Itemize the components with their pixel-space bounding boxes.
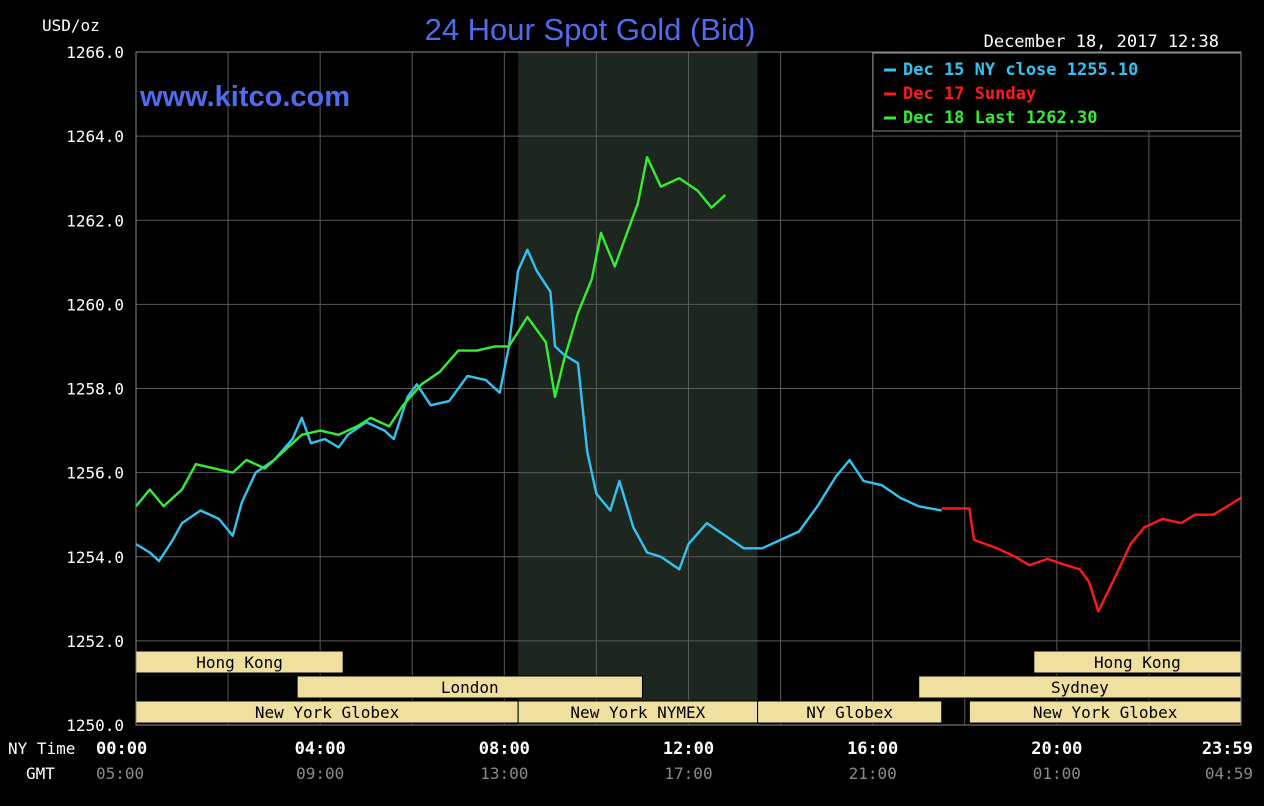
session-bar-rect — [757, 700, 943, 724]
session-bar: Hong Kong — [135, 650, 344, 674]
session-label: Hong Kong — [1094, 653, 1181, 672]
price-series — [135, 156, 1242, 613]
y-axis-unit: USD/oz — [42, 16, 100, 35]
y-tick-label: 1264.0 — [66, 127, 124, 146]
y-tick-label: 1258.0 — [66, 380, 124, 399]
chart-timestamp: December 18, 2017 12:38 — [984, 32, 1219, 52]
y-tick-label: 1256.0 — [66, 464, 124, 483]
gmt-tick: 21:00 — [849, 764, 897, 783]
market-sessions: Hong Kong Hong Kong London Sydney New York G… — [135, 650, 1242, 724]
grid-lines — [136, 52, 1241, 725]
gmt-tick: 17:00 — [664, 764, 712, 783]
y-tick-label: 1254.0 — [66, 548, 124, 567]
gmt-tick: 13:00 — [480, 764, 528, 783]
session-label: NY Globex — [806, 703, 893, 722]
session-bar: NY Globex — [757, 700, 943, 724]
session-label: Hong Kong — [196, 653, 283, 672]
website-watermark: www.kitco.com — [139, 81, 350, 113]
session-bar: New York Globex — [968, 700, 1242, 724]
session-bar: New York NYMEX — [517, 700, 759, 724]
series-line-3 — [135, 156, 727, 508]
ny-time-tick: 00:00 — [96, 739, 147, 759]
ny-time-tick: 12:00 — [663, 739, 714, 759]
y-tick-label: 1252.0 — [66, 632, 124, 651]
y-tick-label: 1260.0 — [66, 295, 124, 314]
ny-time-tick: 08:00 — [479, 739, 530, 759]
y-tick-label: 1262.0 — [66, 211, 124, 230]
session-bar: London — [296, 675, 643, 699]
series-line-2 — [941, 496, 1242, 613]
legend-box — [872, 52, 1242, 132]
plot-frame — [135, 51, 1242, 726]
legend: Dec 15 NY close 1255.10 Dec 17 Sunday Dec … — [872, 52, 1242, 132]
ny-time-tick: 23:59 — [1202, 739, 1253, 759]
session-bar: New York Globex — [135, 700, 519, 724]
session-bar: Sydney — [918, 675, 1242, 699]
ny-time-tick: 16:00 — [847, 739, 898, 759]
session-label: Sydney — [1051, 678, 1109, 697]
x-axis-ticks: 00:00 04:00 08:00 12:00 16:00 20:00 23:59 05:00… — [96, 739, 1253, 783]
session-label: New York Globex — [255, 703, 400, 722]
legend-entry: Dec 18 Last 1262.30 — [903, 108, 1097, 128]
ny-time-tick: 20:00 — [1031, 739, 1082, 759]
legend-entry: Dec 17 Sunday — [903, 84, 1036, 104]
chart-title: 24 Hour Spot Gold (Bid) — [425, 12, 756, 47]
series-line-1 — [135, 248, 942, 571]
y-tick-label: 1250.0 — [66, 716, 124, 735]
gmt-label: GMT — [26, 764, 55, 783]
gmt-tick: 09:00 — [296, 764, 344, 783]
y-tick-label: 1266.0 — [66, 43, 124, 62]
legend-entry: Dec 15 NY close 1255.10 — [903, 60, 1138, 80]
gmt-tick: 05:00 — [96, 764, 144, 783]
gmt-tick: 04:59 — [1205, 764, 1253, 783]
session-bar: Hong Kong — [1033, 650, 1242, 674]
session-label: New York NYMEX — [570, 703, 705, 722]
session-bar-rect — [296, 675, 643, 699]
session-label: London — [441, 678, 499, 697]
session-label: New York Globex — [1033, 703, 1178, 722]
ny-time-tick: 04:00 — [295, 739, 346, 759]
y-axis-ticks: 1266.0 1264.0 1262.0 1260.0 1258.0 1256.0 1254… — [66, 43, 124, 735]
ny-time-label: NY Time — [8, 739, 75, 758]
gmt-tick: 01:00 — [1033, 764, 1081, 783]
